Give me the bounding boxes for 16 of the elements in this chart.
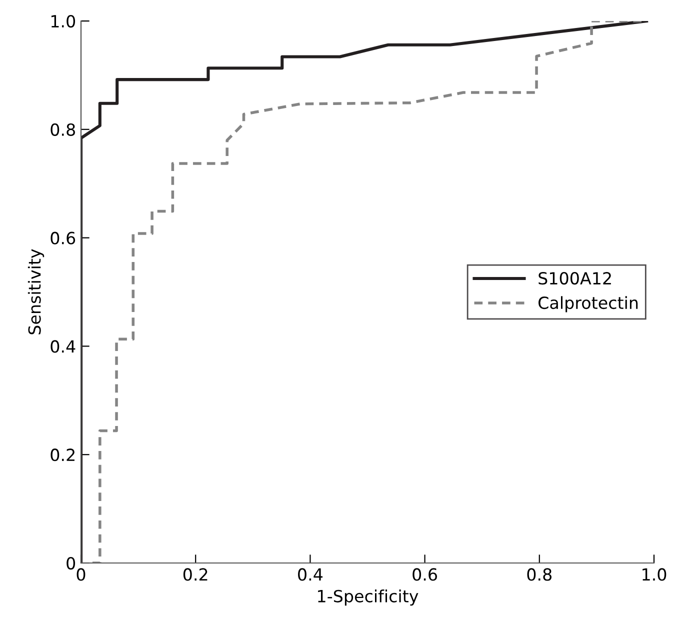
x-tick-label: 1.0 xyxy=(642,568,666,581)
x-tick-label: 0.6 xyxy=(412,568,438,581)
y-tick-label: 1.0 xyxy=(51,14,76,28)
x-axis-title: 1-Specificity xyxy=(318,590,418,606)
y-tick-label: 0.8 xyxy=(50,123,75,136)
x-tick-label: 0.8 xyxy=(527,568,552,581)
y-tick-label: 0.4 xyxy=(50,340,76,353)
x-tick-label: 0 xyxy=(76,568,86,581)
y-axis-title: Sensitivity xyxy=(28,249,44,334)
y-tick-label: 0.2 xyxy=(50,448,74,462)
y-tick-label: 0.6 xyxy=(50,232,76,244)
y-tick-label: 0 xyxy=(66,556,76,570)
x-tick-label: 0.4 xyxy=(298,568,323,581)
x-tick-label: 0.2 xyxy=(183,568,208,581)
legend-label: S100A12 xyxy=(538,272,611,285)
legend-label: Calprotectin xyxy=(538,296,638,312)
